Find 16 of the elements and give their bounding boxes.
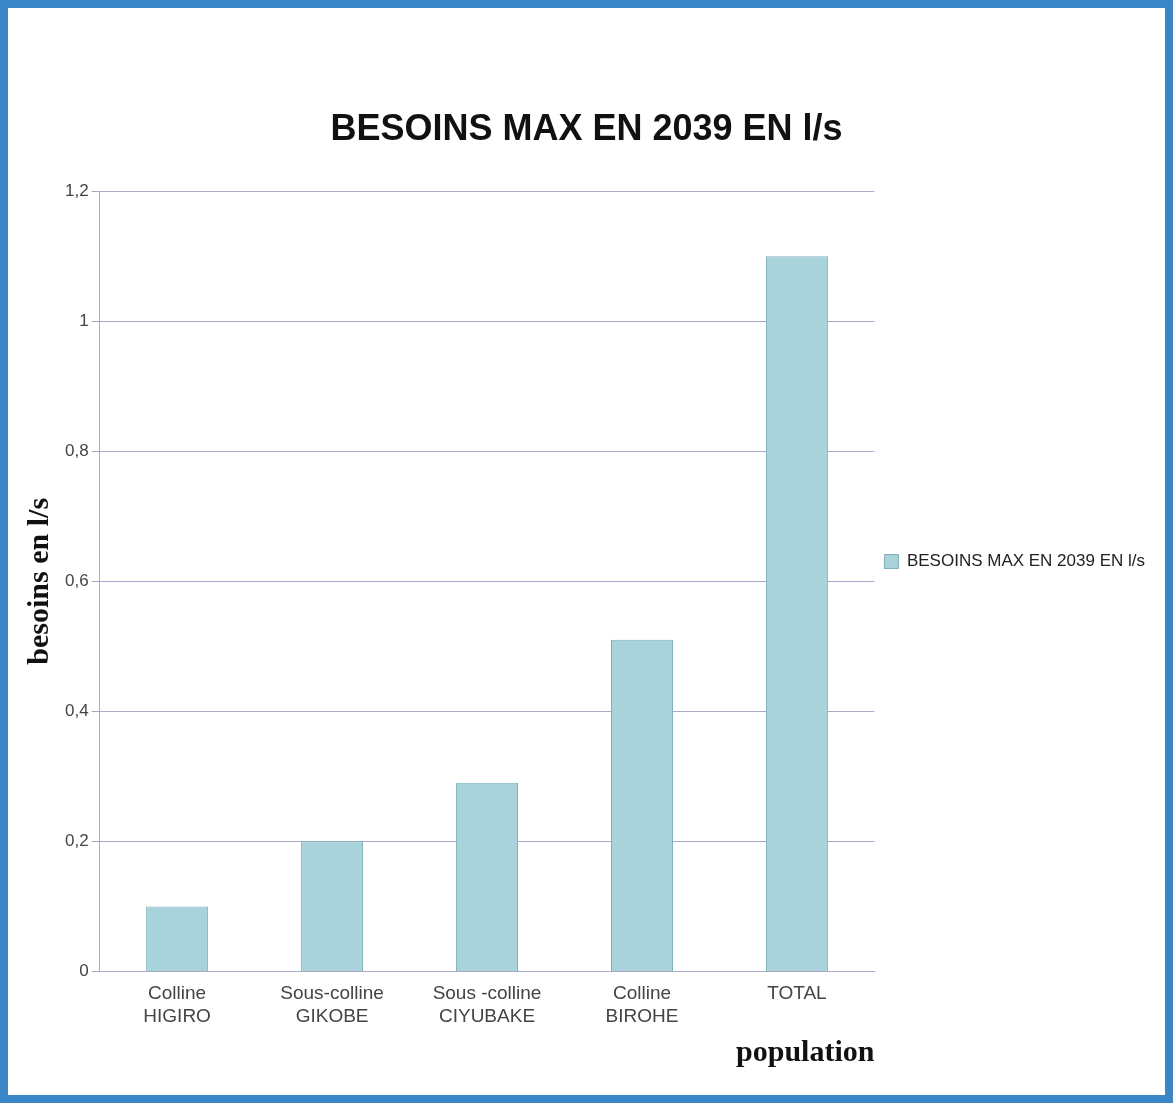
chart-title: BESOINS MAX EN 2039 EN l/s <box>330 106 843 148</box>
x-tick-label: Colline BIROHE <box>605 982 679 1026</box>
y-tick-label: 0 <box>79 961 89 981</box>
y-tick-label: 0,2 <box>64 831 89 851</box>
y-tick-label: 1,2 <box>64 180 89 200</box>
y-axis-title: besoins en l/s <box>20 497 54 665</box>
x-tick-label: TOTAL <box>767 982 827 1004</box>
legend-label: BESOINS MAX EN 2039 EN l/s <box>906 551 1146 571</box>
y-tick-label: 0,8 <box>64 440 89 460</box>
x-tick-label: Sous -colline CIYUBAKE <box>432 982 542 1026</box>
y-tick-label: 0,6 <box>64 570 89 590</box>
y-tick-label: 0,4 <box>64 701 89 721</box>
x-tick-label: Sous-colline GIKOBE <box>280 982 384 1026</box>
x-axis-title: population <box>736 1033 875 1067</box>
y-tick-label: 1 <box>79 310 89 330</box>
x-tick-label: Colline HIGIRO <box>143 982 211 1026</box>
